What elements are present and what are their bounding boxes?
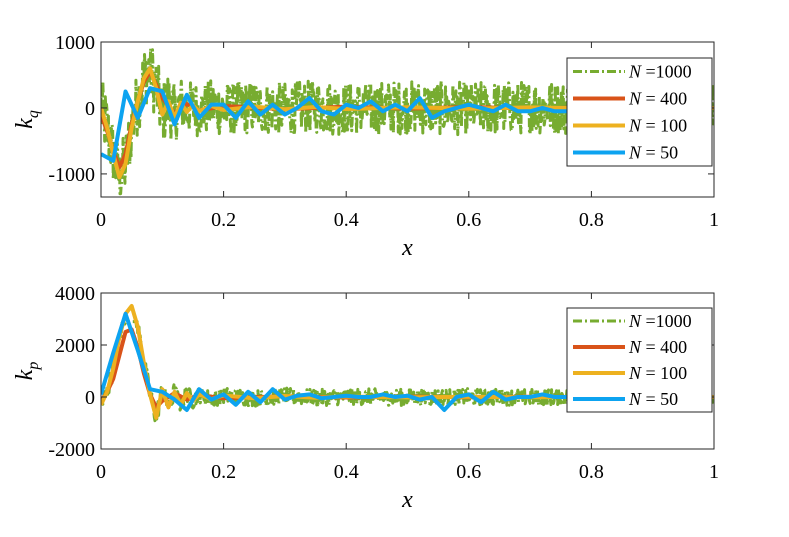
y-axis-label: kp <box>12 362 42 381</box>
x-tick-label: 0.6 <box>456 461 481 483</box>
legend-box <box>566 307 713 413</box>
legend-box <box>566 57 713 167</box>
y-tick-label: 4000 <box>55 283 95 305</box>
legend-label: N = 400 <box>628 337 687 357</box>
x-tick-label: 0.2 <box>211 209 236 231</box>
legend-label: N = 50 <box>628 389 678 409</box>
legend: N =1000 N = 400 N = 100 N = 50 <box>566 57 713 167</box>
x-axis-label: x <box>401 487 413 513</box>
axes-box <box>100 292 715 450</box>
chart-panel-1: 0 0.2 0.4 0.6 0.8 1 -1000 0 1000 x kq N =1000 N = 40… <box>12 32 719 261</box>
legend-label: N = 100 <box>628 116 687 136</box>
x-tick-label: 0.8 <box>579 209 604 231</box>
y-tick-label: 2000 <box>55 335 95 357</box>
x-tick-label: 1 <box>709 209 719 231</box>
y-tick-label: 0 <box>85 98 95 120</box>
legend: N =1000 N = 400 N = 100 N = 50 <box>566 307 713 413</box>
legend-label: N = 50 <box>628 143 678 163</box>
x-tick-label: 0 <box>96 461 106 483</box>
series-line-n50 <box>101 311 567 412</box>
x-tick-label: 0.2 <box>211 461 236 483</box>
x-tick-label: 0.6 <box>456 209 481 231</box>
x-tick-label: 1 <box>709 461 719 483</box>
series-line-n50 <box>101 86 567 163</box>
axes-box <box>100 41 715 198</box>
legend-label: N =1000 <box>628 62 692 82</box>
x-tick-label: 0.8 <box>579 461 604 483</box>
y-tick-label: -2000 <box>48 439 95 461</box>
plot-area <box>101 304 714 423</box>
y-tick-label: -1000 <box>48 164 95 186</box>
y-tick-label: 1000 <box>55 32 95 54</box>
y-axis-label: kq <box>12 110 42 129</box>
x-tick-label: 0.4 <box>334 461 359 483</box>
legend-label: N = 100 <box>628 363 687 383</box>
y-tick-label: 0 <box>85 387 95 409</box>
x-tick-label: 0 <box>96 209 106 231</box>
legend-label: N =1000 <box>628 311 692 331</box>
x-tick-label: 0.4 <box>334 209 359 231</box>
x-axis-label: x <box>401 235 413 261</box>
legend-label: N = 400 <box>628 89 687 109</box>
